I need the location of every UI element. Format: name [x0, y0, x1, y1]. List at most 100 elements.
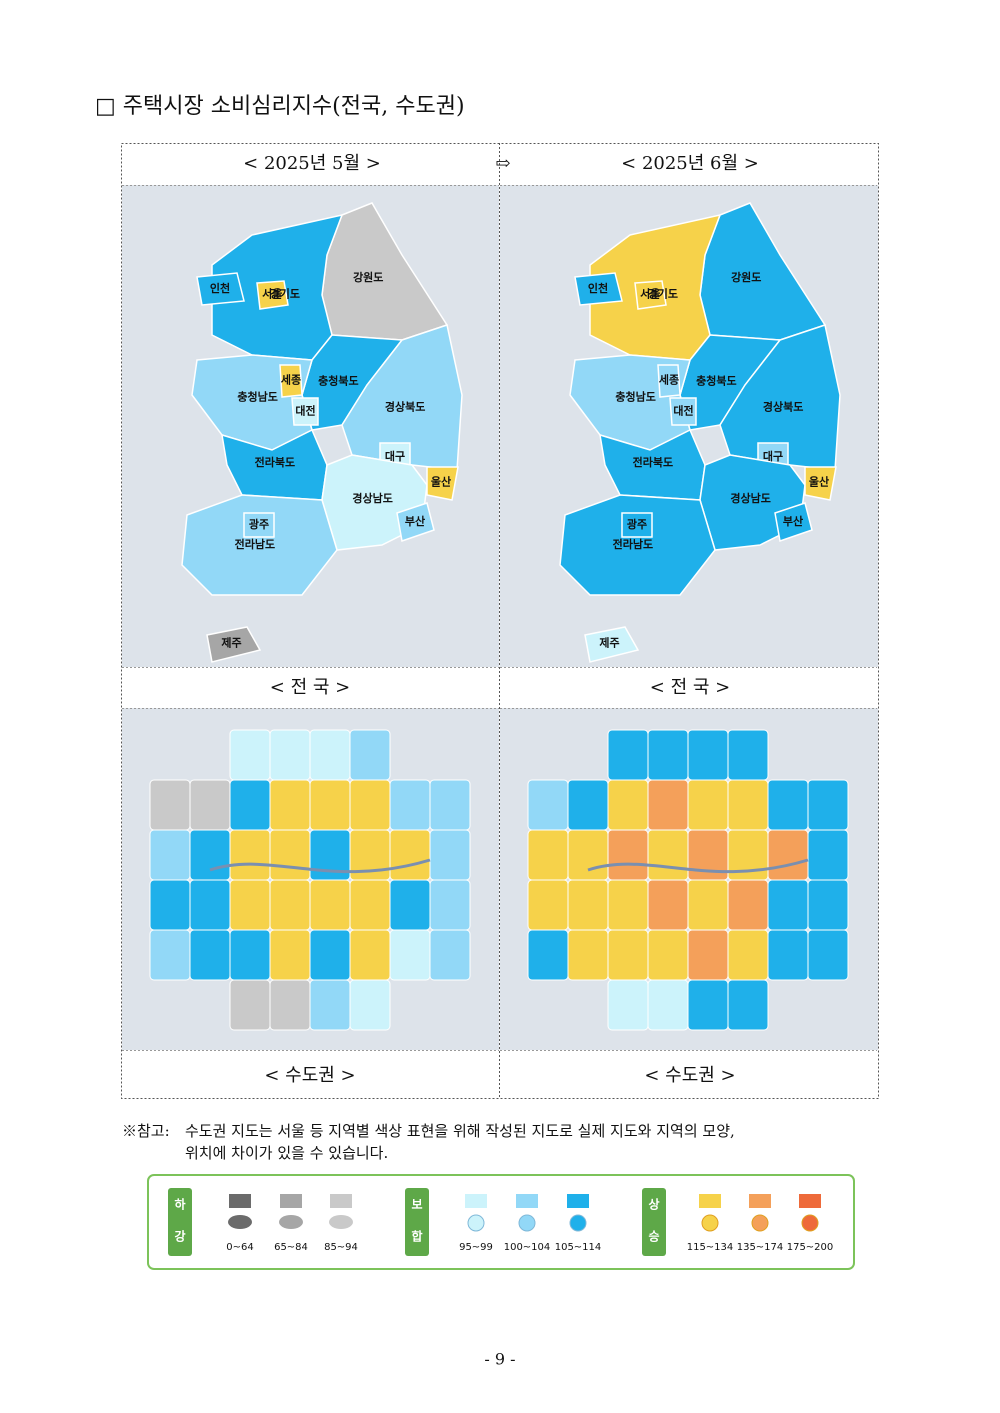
district — [567, 829, 609, 881]
district — [527, 929, 569, 981]
district — [567, 779, 609, 831]
region-label: 충청남도 — [237, 390, 277, 404]
region — [279, 364, 303, 398]
region-label: 전라북도 — [633, 455, 673, 469]
legend-swatch — [749, 1194, 771, 1208]
district — [647, 929, 689, 981]
region-label: 경기도 — [648, 286, 678, 300]
region — [669, 397, 697, 426]
legend-group-char: 강 — [174, 1230, 185, 1244]
region-label: 경상남도 — [352, 491, 392, 505]
legend-group-label — [168, 1188, 192, 1256]
district — [429, 929, 471, 981]
region-label: 세종 — [659, 373, 679, 387]
region-label: 대구 — [385, 449, 405, 463]
region-label: 인천 — [588, 281, 608, 295]
legend-range: 135~174 — [737, 1242, 784, 1253]
region-label: 강원도 — [353, 270, 383, 284]
district — [389, 829, 431, 881]
legend-group-char: 상 — [648, 1197, 659, 1212]
district — [309, 729, 351, 781]
legend-icon — [329, 1215, 353, 1229]
district — [269, 829, 311, 881]
caption: < 수도권 > — [644, 1065, 735, 1086]
district — [727, 729, 769, 781]
legend-icon — [467, 1214, 485, 1232]
legend-group-char: 보 — [411, 1198, 422, 1212]
region-label: 대전 — [295, 404, 315, 418]
district — [607, 829, 649, 881]
region-label: 광주 — [249, 518, 269, 531]
district — [149, 829, 191, 881]
district — [229, 979, 271, 1031]
legend-range: 95~99 — [459, 1242, 493, 1253]
region — [804, 466, 837, 501]
legend-icon — [801, 1214, 819, 1232]
legend-range: 175~200 — [787, 1242, 834, 1253]
region-label: 충청북도 — [318, 373, 358, 387]
region-label: 대구 — [763, 449, 783, 463]
region-label: 충청북도 — [696, 373, 736, 387]
district — [607, 779, 649, 831]
region — [196, 272, 245, 306]
district — [527, 829, 569, 881]
legend-group-label — [642, 1188, 666, 1256]
district — [607, 929, 649, 981]
region — [426, 466, 459, 501]
district — [807, 779, 849, 831]
region — [243, 512, 275, 538]
legend-range: 105~114 — [555, 1242, 602, 1253]
district — [349, 729, 391, 781]
region-label: 경기도 — [270, 286, 300, 300]
district — [727, 979, 769, 1031]
region — [206, 626, 262, 663]
district — [727, 779, 769, 831]
district — [189, 929, 231, 981]
district — [189, 879, 231, 931]
region — [256, 280, 289, 310]
region-label: 전라남도 — [613, 537, 653, 551]
region — [559, 494, 716, 596]
district — [229, 779, 271, 831]
district — [309, 979, 351, 1031]
district — [607, 729, 649, 781]
legend-range: 65~84 — [274, 1242, 308, 1253]
legend-range: 100~104 — [504, 1242, 551, 1253]
caption: < 전 국 > — [270, 677, 350, 698]
region-label: 부산 — [783, 514, 803, 528]
district — [229, 729, 271, 781]
legend-swatch — [280, 1194, 302, 1208]
region-label: 강원도 — [731, 270, 761, 284]
region-label: 울산 — [431, 474, 451, 488]
legend-swatch — [229, 1194, 251, 1208]
district — [269, 929, 311, 981]
district — [727, 879, 769, 931]
region-label: 울산 — [809, 474, 829, 488]
region-label: 인천 — [210, 281, 230, 295]
legend-group-char: 합 — [411, 1229, 422, 1244]
district — [149, 879, 191, 931]
river — [209, 858, 431, 874]
region — [657, 364, 681, 398]
district — [349, 929, 391, 981]
region-label: 서울 — [262, 287, 282, 301]
district — [309, 879, 351, 931]
arrow: ⇨ — [495, 153, 510, 174]
legend-swatch — [567, 1194, 589, 1208]
region-label: 대전 — [673, 404, 693, 418]
district — [309, 929, 351, 981]
caption: < 수도권 > — [264, 1065, 355, 1086]
district — [389, 879, 431, 931]
district — [269, 979, 311, 1031]
district — [309, 779, 351, 831]
legend-swatch — [516, 1194, 538, 1208]
district — [229, 879, 271, 931]
period: < 2025년 6월 > — [621, 153, 759, 174]
page-number: - 9 - — [484, 1350, 515, 1369]
district — [269, 729, 311, 781]
region — [774, 502, 813, 542]
river — [587, 858, 809, 874]
legend-range: 0~64 — [226, 1242, 253, 1253]
district — [727, 929, 769, 981]
